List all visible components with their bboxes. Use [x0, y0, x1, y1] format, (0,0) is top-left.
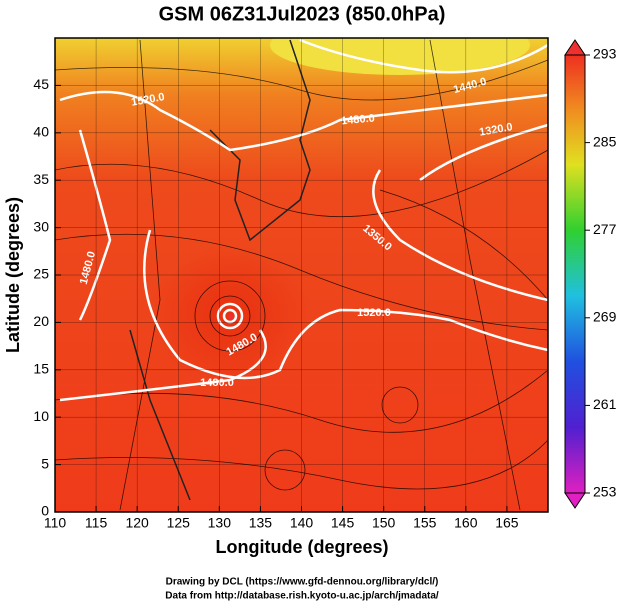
- y-tick-label: 5: [41, 455, 49, 471]
- contour-label: 1320.0: [478, 121, 513, 139]
- y-axis-label: Latitude (degrees): [3, 197, 23, 353]
- x-tick-label: 145: [331, 515, 355, 531]
- credit: Drawing by DCL (https://www.gfd-dennou.o…: [166, 577, 439, 588]
- colorbar-top-arrow: [564, 39, 586, 56]
- x-tick-label: 135: [249, 515, 273, 531]
- x-tick-label: 110: [44, 515, 67, 531]
- contour-label: 1520.0: [130, 91, 165, 109]
- x-tick-label: 130: [208, 515, 232, 531]
- colorbar: [564, 54, 586, 494]
- title: GSM 06Z31Jul2023 (850.0hPa): [159, 3, 446, 25]
- contour-label: 1480.0: [341, 112, 376, 127]
- y-tick-label: 25: [33, 266, 49, 282]
- colorbar-tick-label: 269: [593, 309, 617, 325]
- y-tick-label: 20: [33, 313, 49, 329]
- x-tick-label: 115: [85, 515, 108, 531]
- y-tick-label: 40: [33, 124, 49, 140]
- colorbar-bottom-arrow: [564, 492, 586, 509]
- x-tick-label: 140: [290, 515, 314, 531]
- colorbar-tick-label: 253: [593, 484, 617, 500]
- colorbar-tick-label: 285: [593, 133, 617, 149]
- y-tick-label: 0: [41, 503, 49, 519]
- x-tick-label: 125: [167, 515, 191, 531]
- x-tick-label: 155: [413, 515, 437, 531]
- contour-label: 1520.0: [357, 307, 391, 319]
- x-axis-label: Longitude (degrees): [215, 537, 388, 557]
- y-tick-label: 15: [33, 361, 49, 377]
- x-tick-label: 165: [495, 515, 519, 531]
- credit: Data from http://database.rish.kyoto-u.a…: [165, 591, 439, 602]
- y-tick-label: 30: [33, 218, 49, 234]
- y-tick-label: 45: [33, 76, 49, 92]
- colorbar-tick-label: 293: [593, 46, 617, 62]
- x-tick-label: 150: [372, 515, 396, 531]
- colorbar-tick-label: 277: [593, 221, 617, 237]
- x-tick-label: 120: [125, 515, 149, 531]
- y-tick-label: 35: [33, 171, 49, 187]
- contour-label: 1480.0: [200, 377, 234, 389]
- colorbar-tick-label: 261: [593, 396, 617, 412]
- y-tick-label: 10: [33, 408, 49, 424]
- x-tick-label: 160: [454, 515, 478, 531]
